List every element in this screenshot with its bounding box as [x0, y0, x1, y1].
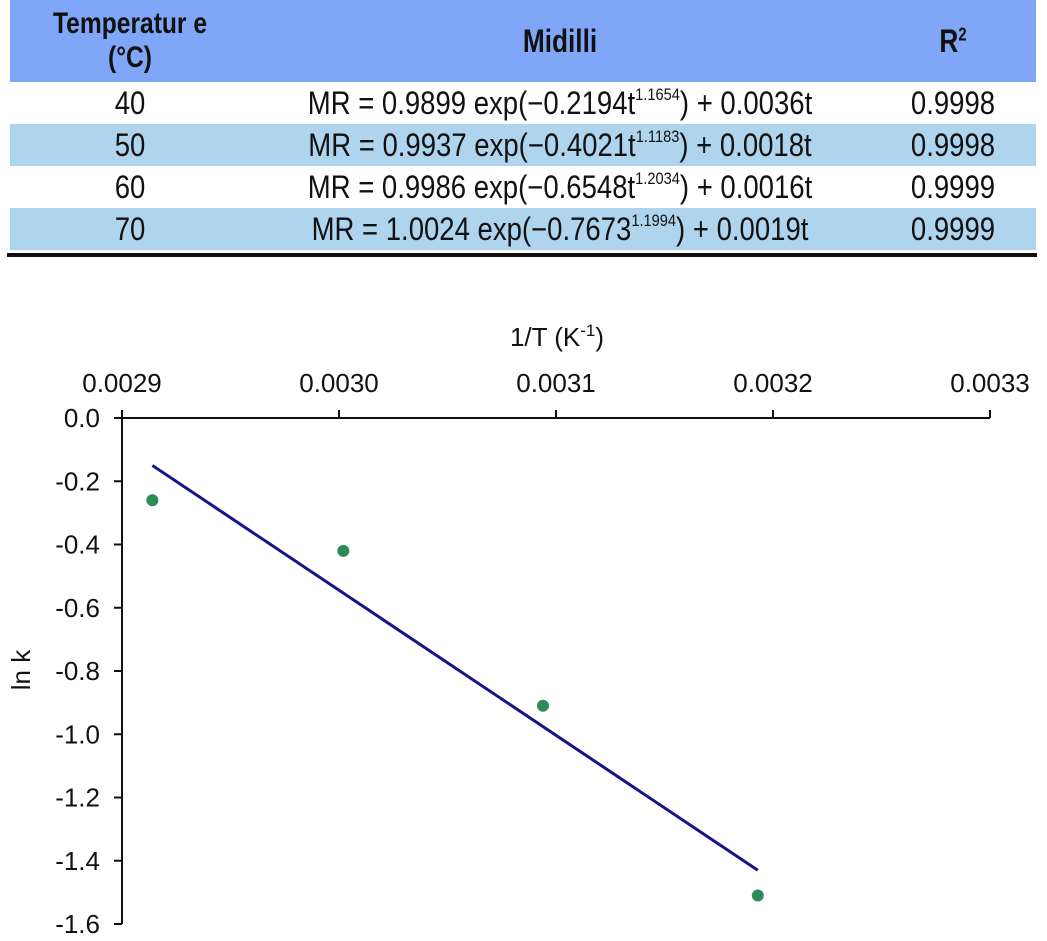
- table-row: 40 MR = 0.9899 exp(−0.2194t1.1654) + 0.0…: [10, 82, 1036, 124]
- y-tick-label: -0.2: [55, 466, 100, 496]
- cell-r2: 0.9999: [910, 168, 996, 205]
- data-point: [751, 889, 764, 902]
- y-tick-label: -1.2: [55, 783, 100, 813]
- table-row: 70 MR = 1.0024 exp(−0.76731.1994) + 0.00…: [10, 208, 1036, 250]
- cell-temperature: 40: [114, 84, 146, 121]
- y-tick-label: -1.6: [55, 909, 100, 939]
- fit-line: [151, 464, 759, 872]
- table-header-row: Temperatur e (°C) Midilli R2: [10, 0, 1036, 82]
- y-tick-label: -0.8: [55, 656, 100, 686]
- cell-r2: 0.9999: [910, 210, 996, 247]
- table-row: 50 MR = 0.9937 exp(−0.4021t1.1183) + 0.0…: [10, 124, 1036, 166]
- cell-temperature: 70: [114, 210, 146, 247]
- cell-equation: MR = 0.9899 exp(−0.2194t1.1654) + 0.0036…: [307, 84, 813, 121]
- table-row: 60 MR = 0.9986 exp(−0.6548t1.2034) + 0.0…: [10, 166, 1036, 208]
- x-tick-label: 0.0031: [516, 368, 596, 398]
- cell-equation: MR = 0.9986 exp(−0.6548t1.2034) + 0.0016…: [307, 168, 813, 205]
- y-tick-label: -0.6: [55, 593, 100, 623]
- y-tick-label: -1.4: [55, 846, 100, 876]
- x-tick-label: 0.0033: [950, 368, 1030, 398]
- data-point: [536, 699, 549, 712]
- data-point: [337, 544, 350, 557]
- y-axis-title: ln k: [6, 649, 36, 690]
- cell-r2: 0.9998: [910, 84, 996, 121]
- x-tick-label: 0.0032: [733, 368, 813, 398]
- data-point: [146, 494, 159, 507]
- header-temperature: Temperatur e (°C): [10, 7, 250, 75]
- y-tick-label: -1.0: [55, 719, 100, 749]
- header-r2: R2: [939, 22, 967, 59]
- cell-temperature: 60: [114, 168, 146, 205]
- cell-temperature: 50: [114, 126, 146, 163]
- header-model: Midilli: [522, 22, 598, 59]
- cell-equation: MR = 0.9937 exp(−0.4021t1.1183) + 0.0018…: [308, 126, 812, 163]
- cell-equation: MR = 1.0024 exp(−0.76731.1994) + 0.0019t: [311, 210, 809, 247]
- results-table: Temperatur e (°C) Midilli R2 40 MR = 0.9…: [10, 0, 1036, 250]
- y-tick-label: 0.0: [64, 403, 100, 433]
- y-tick-label: -0.4: [55, 530, 100, 560]
- cell-r2: 0.9998: [910, 126, 996, 163]
- table-bottom-rule: [7, 253, 1037, 257]
- x-axis-title: 1/T (K-1): [510, 321, 604, 352]
- x-tick-label: 0.0030: [299, 368, 379, 398]
- x-tick-label: 0.0029: [82, 368, 162, 398]
- header-temperature-line2: (°C): [108, 41, 152, 74]
- header-temperature-line1: Temperatur e: [52, 7, 208, 40]
